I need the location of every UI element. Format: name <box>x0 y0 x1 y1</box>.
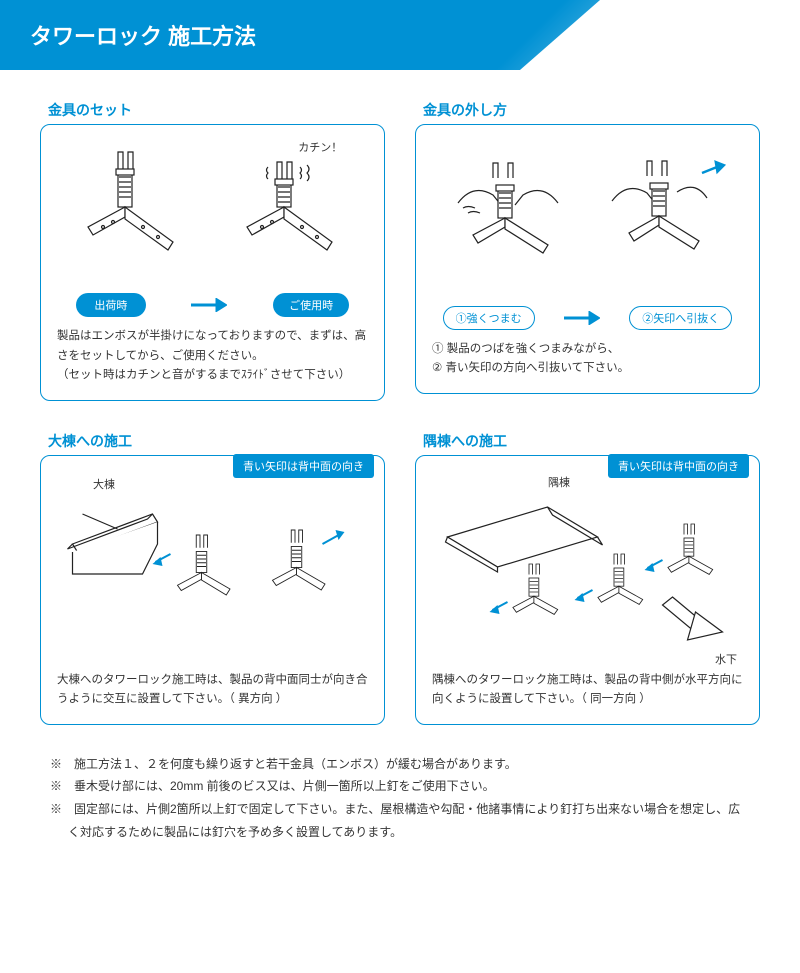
hand-bracket-icon <box>448 153 568 283</box>
sumimune-diagram-icon <box>428 482 747 657</box>
content-area: 金具のセット <box>0 70 800 864</box>
pill-pull: ②矢印へ引抜く <box>629 306 732 330</box>
header-banner: タワーロック 施工方法 <box>0 0 800 70</box>
illus-set-before <box>73 147 193 277</box>
arrow-right-icon <box>564 311 600 325</box>
footnotes: ※ 施工方法１、２を何度も繰り返すと若干金具（エンボス）が緩む場合があります。 … <box>40 753 760 844</box>
hand-bracket-pull-icon <box>607 153 727 283</box>
illus-row-remove <box>428 137 747 300</box>
desc-set: 製品はエンボスが半掛けになっておりますので、まずは、高さをセットしてから、ご使用… <box>53 327 372 386</box>
note-1: ※ 施工方法１、２を何度も繰り返すと若干金具（エンボス）が緩む場合があります。 <box>50 753 750 776</box>
panel-box-remove: ①強くつまむ ②矢印へ引抜く ① 製品のつばを強くつまみながら、 ② 青い矢印の… <box>415 124 760 394</box>
panel-title-remove: 金具の外し方 <box>415 100 760 120</box>
water-label: 水下 <box>715 651 737 667</box>
pill-grip: ①強くつまむ <box>443 306 535 330</box>
onomatopoeia-label: カチン！ <box>298 139 342 155</box>
desc-remove: ① 製品のつばを強くつまみながら、 ② 青い矢印の方向へ引抜いて下さい。 <box>428 340 747 379</box>
note-3: ※ 固定部には、片側2箇所以上釘で固定して下さい。また、屋根構造や勾配・他諸事情… <box>50 798 750 844</box>
panel-title-sumimune: 隅棟への施工 <box>415 431 760 451</box>
panel-set: 金具のセット <box>40 100 385 401</box>
illus-row-set: カチン！ <box>53 137 372 287</box>
desc-sumimune: 隅棟へのタワーロック施工時は、製品の背中側が水平方向に向くように設置して下さい。… <box>428 671 747 710</box>
desc-omune: 大棟へのタワーロック施工時は、製品の背中面同士が向き合うように交互に設置して下さ… <box>53 671 372 710</box>
caption-row-remove: ①強くつまむ ②矢印へ引抜く <box>428 306 747 330</box>
panel-omune: 大棟への施工 青い矢印は背中面の向き 大棟 <box>40 431 385 725</box>
arrow-right-icon <box>191 298 227 312</box>
roof-label-omune: 大棟 <box>93 476 115 492</box>
caption-row-set: 出荷時 ご使用時 <box>53 293 372 317</box>
roof-label-sumimune: 隅棟 <box>548 474 570 490</box>
bracket-icon <box>73 147 193 277</box>
panel-box-set: カチン！ <box>40 124 385 401</box>
bracket-icon <box>232 147 352 277</box>
pill-before: 出荷時 <box>76 293 146 317</box>
panel-remove: 金具の外し方 <box>415 100 760 401</box>
page-title: タワーロック 施工方法 <box>30 19 256 51</box>
panel-title-omune: 大棟への施工 <box>40 431 385 451</box>
illus-row-sumimune: 隅棟 水下 <box>428 468 747 671</box>
pill-after: ご使用時 <box>273 293 349 317</box>
illus-remove-1 <box>448 153 568 283</box>
panel-sumimune: 隅棟への施工 青い矢印は背中面の向き 隅棟 水下 <box>415 431 760 725</box>
panel-grid: 金具のセット <box>40 100 760 725</box>
omune-diagram-icon <box>53 484 372 654</box>
illus-row-omune: 大棟 <box>53 468 372 671</box>
illus-remove-2 <box>607 153 727 283</box>
panel-title-set: 金具のセット <box>40 100 385 120</box>
illus-set-after: カチン！ <box>232 147 352 277</box>
panel-box-sumimune: 青い矢印は背中面の向き 隅棟 水下 <box>415 455 760 725</box>
panel-box-omune: 青い矢印は背中面の向き 大棟 <box>40 455 385 725</box>
note-2: ※ 垂木受け部には、20mm 前後のビス又は、片側一箇所以上釘をご使用下さい。 <box>50 775 750 798</box>
